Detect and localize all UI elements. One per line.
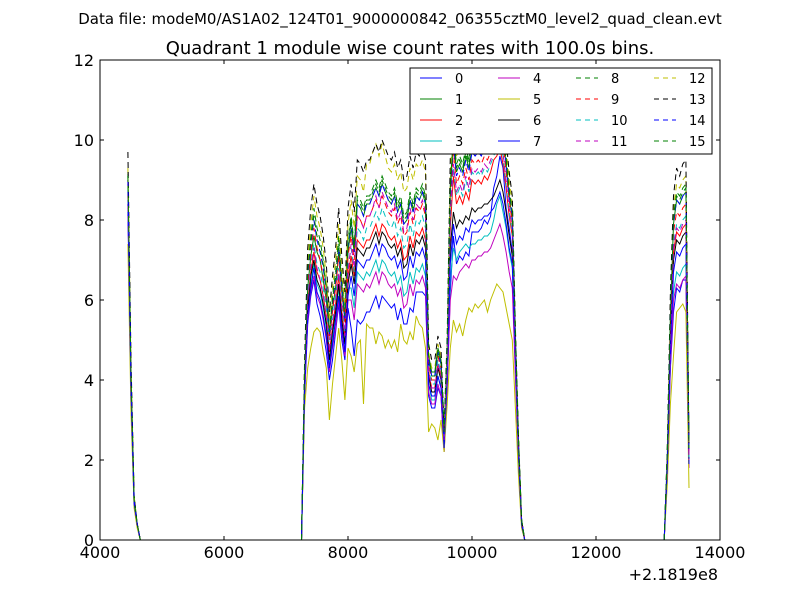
y-tick-label: 12 — [74, 51, 94, 70]
series-5-line-segment — [301, 282, 531, 540]
x-tick-label: 12000 — [571, 543, 622, 562]
y-tick-label: 0 — [84, 531, 94, 550]
legend-label-2: 2 — [455, 114, 463, 129]
legend-label-14: 14 — [689, 114, 706, 129]
y-tick-label: 8 — [84, 211, 94, 230]
x-tick-label: 14000 — [695, 543, 746, 562]
y-tick-label: 4 — [84, 371, 94, 390]
series-10-line-segment — [301, 138, 531, 540]
y-tick-label: 6 — [84, 291, 94, 310]
x-tick-label: 6000 — [204, 543, 245, 562]
series-15-line-segment — [127, 175, 141, 540]
legend-label-0: 0 — [455, 72, 463, 87]
legend-label-15: 15 — [689, 135, 706, 150]
x-tick-label: 4000 — [80, 543, 121, 562]
data-file-suptitle: Data file: modeM0/AS1A02_124T01_90000008… — [78, 10, 722, 29]
series-6-line-segment — [301, 178, 531, 540]
legend-label-4: 4 — [533, 72, 541, 87]
x-tick-label: 8000 — [328, 543, 369, 562]
legend-label-6: 6 — [533, 114, 541, 129]
legend-label-10: 10 — [611, 114, 628, 129]
series-11-line-segment — [663, 218, 690, 540]
legend-label-5: 5 — [533, 93, 541, 108]
series-5-line-segment — [663, 302, 690, 540]
y-tick-label: 2 — [84, 451, 94, 470]
y-tick-label: 10 — [74, 131, 94, 150]
series-11-line-segment — [301, 134, 531, 540]
legend-label-9: 9 — [611, 93, 619, 108]
series-layer — [127, 91, 690, 540]
legend-label-11: 11 — [611, 135, 628, 150]
legend-label-12: 12 — [689, 72, 706, 87]
series-8-line-segment — [663, 182, 690, 540]
legend-label-1: 1 — [455, 93, 463, 108]
chart-title: Quadrant 1 module wise count rates with … — [166, 38, 655, 59]
series-8-line-segment — [301, 106, 531, 540]
legend-label-13: 13 — [689, 93, 706, 108]
legend-frame — [409, 67, 713, 155]
x-tick-label: 10000 — [447, 543, 498, 562]
series-15-line-segment — [663, 186, 690, 540]
series-7-line-segment — [301, 190, 531, 540]
x-axis-offset-label: +2.1819e8 — [629, 565, 718, 584]
series-12-line-segment — [663, 174, 690, 540]
legend-label-3: 3 — [455, 135, 463, 150]
legend-label-8: 8 — [611, 72, 619, 87]
series-9-line-segment — [301, 126, 531, 540]
legend-label-7: 7 — [533, 135, 541, 150]
